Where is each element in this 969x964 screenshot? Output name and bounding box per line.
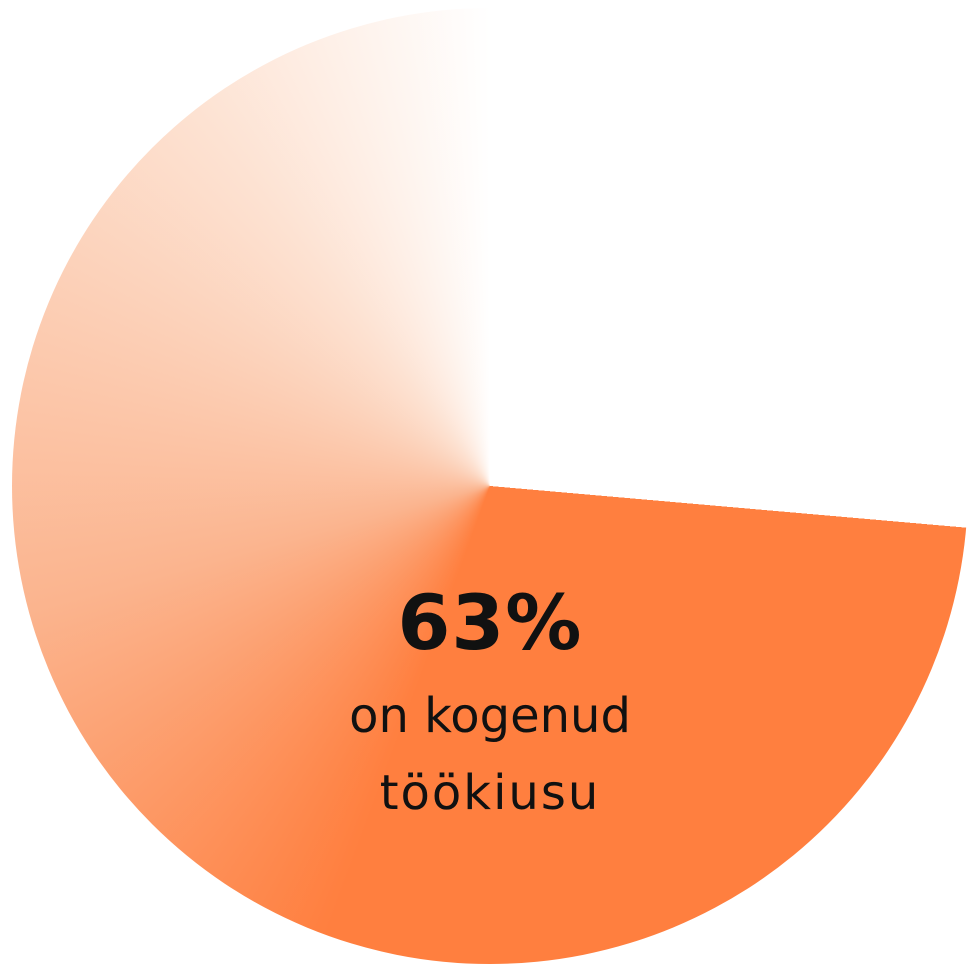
caption-line: töökiusu — [379, 765, 601, 821]
pie-slice — [12, 8, 968, 964]
value-label: 63% — [397, 578, 583, 667]
caption-line: on kogenud — [349, 688, 631, 744]
